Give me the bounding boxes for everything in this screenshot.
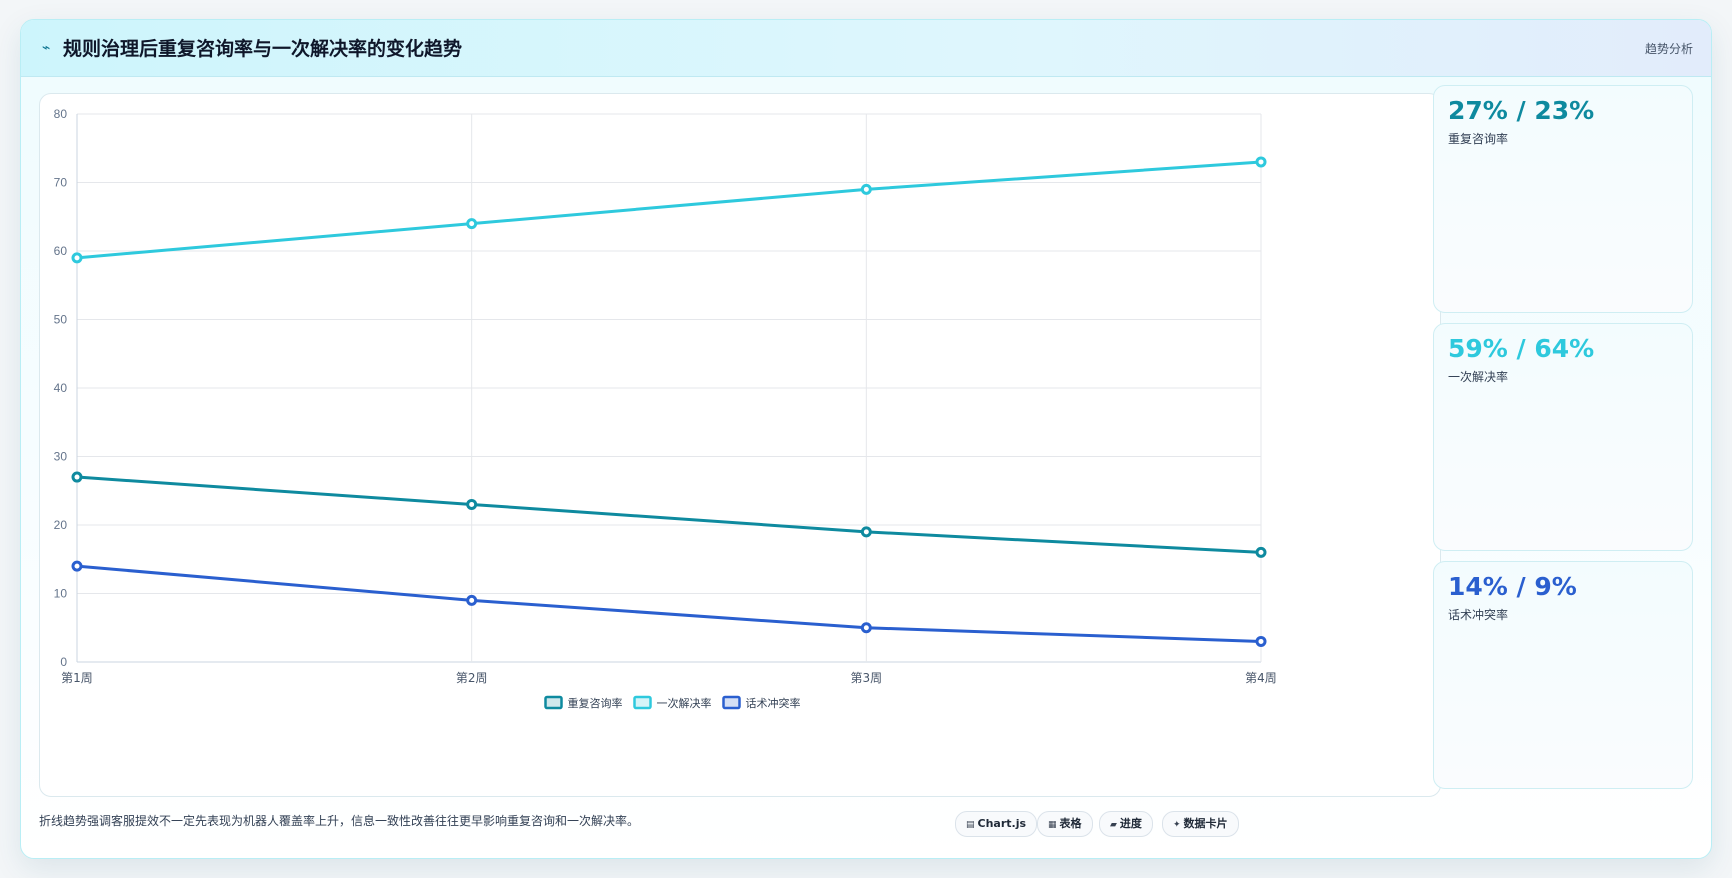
series-line-2 — [75, 160, 1263, 260]
chart-icon: ▤ — [966, 820, 975, 830]
progress-icon: ▰ — [1110, 820, 1117, 830]
data-point — [466, 594, 478, 606]
data-point — [1255, 546, 1267, 558]
y-tick-label: 0 — [60, 655, 67, 669]
x-tick-label: 第4周 — [1245, 671, 1277, 685]
series-line-1 — [75, 475, 1263, 554]
chart-footnote: 折线趋势强调客服提效不一定先表现为机器人覆盖率上升，信息一致性改善往往更早影响重… — [39, 814, 640, 828]
legend-label: 话术冲突率 — [746, 696, 801, 710]
data-point — [860, 622, 872, 634]
sparkle-icon: ✦ — [1173, 820, 1181, 830]
stat-label: 话术冲突率 — [1448, 608, 1509, 622]
chartjs-button[interactable]: ▤ Chart.js — [955, 811, 1038, 837]
data-point — [466, 498, 478, 510]
y-tick-label: 20 — [54, 518, 68, 532]
button-label: Chart.js — [977, 817, 1027, 830]
y-tick-label: 50 — [54, 313, 68, 327]
y-tick-label: 70 — [54, 176, 68, 190]
stat-card-first-resolution: 59% / 64% 一次解决率 — [1433, 323, 1693, 551]
x-tick-label: 第1周 — [61, 671, 93, 685]
legend-swatch — [633, 695, 652, 710]
stat-value: 14% / 9% — [1448, 572, 1577, 601]
y-tick-label: 30 — [54, 450, 68, 464]
table-button[interactable]: ▦ 表格 — [1037, 811, 1093, 837]
series-line-3 — [75, 564, 1263, 643]
chart-card: 0 10 20 30 40 50 60 70 80 第1周 第2周 第3周 第4周重复咨询率 一次解决率 话… — [39, 93, 1441, 797]
stat-value: 59% / 64% — [1448, 334, 1595, 363]
data-point — [860, 526, 872, 538]
data-point — [71, 252, 83, 264]
data-point — [860, 183, 872, 195]
trend-panel: ⌁ 规则治理后重复咨询率与一次解决率的变化趋势 趋势分析 0 10 20 30 40 50… — [20, 19, 1712, 859]
progress-button[interactable]: ▰ 进度 — [1099, 811, 1153, 837]
stat-value: 27% / 23% — [1448, 96, 1595, 125]
stat-label: 重复咨询率 — [1448, 132, 1509, 146]
stat-card-conflict: 14% / 9% 话术冲突率 — [1433, 561, 1693, 789]
y-tick-label: 80 — [54, 107, 68, 121]
panel-header: ⌁ 规则治理后重复咨询率与一次解决率的变化趋势 趋势分析 — [21, 20, 1711, 77]
data-point — [71, 471, 83, 483]
y-tick-label: 10 — [54, 587, 68, 601]
data-point — [466, 218, 478, 230]
y-tick-label: 40 — [54, 381, 68, 395]
y-tick-label: 60 — [54, 244, 68, 258]
data-point — [71, 560, 83, 572]
button-label: 进度 — [1119, 817, 1142, 830]
legend-label: 一次解决率 — [657, 696, 712, 710]
x-tick-label: 第2周 — [456, 671, 488, 685]
trend-icon: ⌁ — [42, 40, 51, 56]
legend-swatch — [544, 695, 563, 710]
data-point — [1255, 635, 1267, 647]
button-label: 数据卡片 — [1183, 817, 1228, 830]
data-point — [1255, 156, 1267, 168]
button-label: 表格 — [1059, 817, 1082, 830]
stat-card-repeat: 27% / 23% 重复咨询率 — [1433, 85, 1693, 313]
legend-label: 重复咨询率 — [568, 696, 623, 710]
x-tick-label: 第3周 — [851, 671, 883, 685]
stat-label: 一次解决率 — [1448, 370, 1509, 384]
panel-title: 规则治理后重复咨询率与一次解决率的变化趋势 — [63, 38, 463, 60]
table-icon: ▦ — [1048, 820, 1057, 830]
data-card-button[interactable]: ✦ 数据卡片 — [1162, 811, 1239, 837]
legend-swatch — [722, 695, 741, 710]
analysis-tag: 趋势分析 — [1644, 42, 1693, 56]
